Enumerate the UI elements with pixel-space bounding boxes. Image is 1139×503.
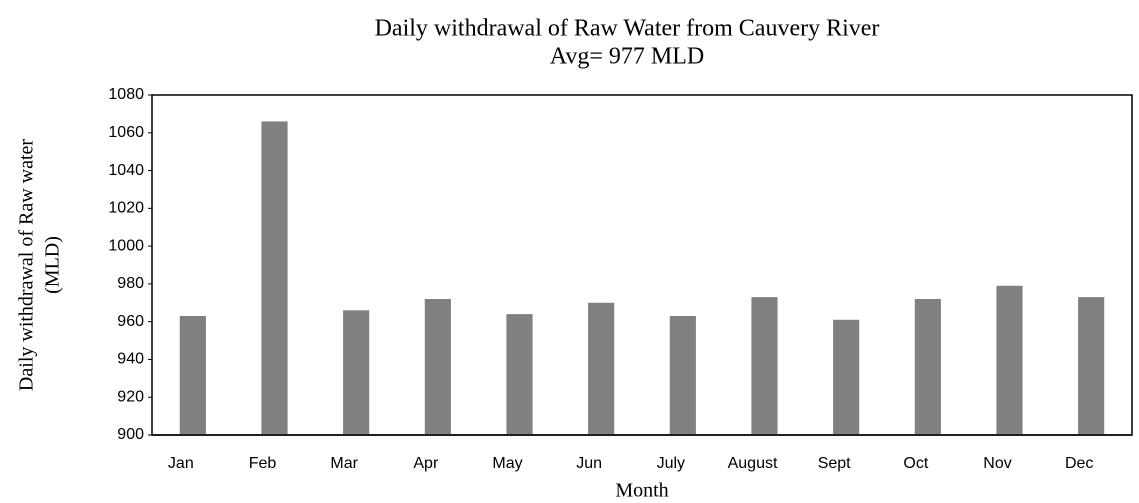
- x-tick-label: Jun: [576, 455, 602, 472]
- bar: [1078, 297, 1105, 435]
- bar: [261, 121, 288, 435]
- bar: [179, 316, 206, 435]
- x-tick-label: Oct: [903, 455, 928, 472]
- bar: [914, 299, 941, 435]
- y-tick-label: 960: [117, 313, 144, 330]
- x-tick-label: Mar: [330, 455, 358, 472]
- y-tick-label: 940: [117, 351, 144, 368]
- bar: [424, 299, 451, 435]
- bar: [751, 297, 778, 435]
- y-tick-label: 1080: [108, 86, 144, 103]
- y-tick-label: 1040: [108, 162, 144, 179]
- x-tick-label: Jan: [168, 455, 194, 472]
- x-tick-label: Nov: [983, 455, 1011, 472]
- plot-frame: [151, 94, 1133, 436]
- y-axis-label-line: (MLD): [42, 236, 64, 294]
- x-axis-label: Month: [615, 480, 668, 502]
- chart-subtitle: Avg= 977 MLD: [550, 44, 704, 70]
- x-tick-label: July: [657, 455, 685, 472]
- bar: [996, 285, 1023, 435]
- y-tick-label: 1020: [108, 200, 144, 217]
- y-tick-label: 900: [117, 426, 144, 443]
- x-tick-label: Feb: [249, 455, 277, 472]
- y-tick-label: 980: [117, 275, 144, 292]
- x-tick-label: Apr: [413, 455, 439, 472]
- y-tick-label: 1000: [108, 237, 144, 254]
- y-tick-label: 1060: [108, 124, 144, 141]
- bar: [343, 310, 370, 435]
- x-tick-label: Dec: [1065, 455, 1093, 472]
- y-axis-label: Daily withdrawal of Raw water (MLD): [16, 139, 64, 391]
- bar: [833, 319, 860, 435]
- x-tick-label: Sept: [818, 455, 851, 472]
- chart-title: Daily withdrawal of Raw Water from Cauve…: [375, 16, 880, 42]
- bar: [506, 314, 533, 435]
- bar: [588, 302, 615, 435]
- y-tick-label: 920: [117, 388, 144, 405]
- bar: [669, 316, 696, 435]
- y-axis-label-line: Daily withdrawal of Raw water: [16, 139, 38, 391]
- x-tick-label: May: [492, 455, 522, 472]
- x-tick-label: August: [728, 455, 778, 472]
